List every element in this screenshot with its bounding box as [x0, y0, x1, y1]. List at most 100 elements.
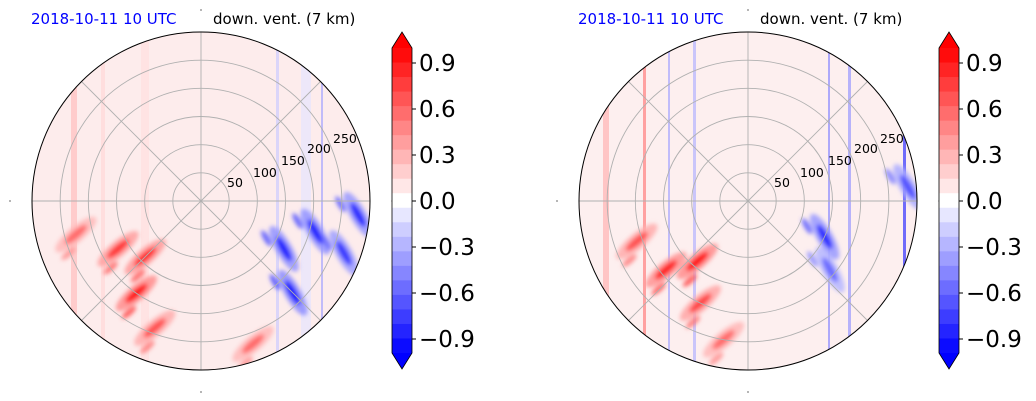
colorbar-extend-top	[392, 32, 412, 48]
colorbar-band	[939, 294, 959, 310]
panel-2: 2018-10-11 10 UTC down. vent. (7 km) 50 …	[556, 9, 1022, 393]
colorbar-band	[939, 91, 959, 107]
radial-label-250: 250	[880, 131, 904, 146]
colorbar-band	[939, 323, 959, 339]
polar-grid	[556, 9, 940, 393]
negative-feature	[321, 230, 359, 276]
axis-tick-dot	[747, 9, 749, 11]
grid-spoke	[200, 81, 321, 202]
colorbar-band	[392, 164, 412, 180]
grid-spoke	[81, 81, 202, 202]
axis-tick-dot	[9, 200, 11, 202]
title-variable: down. vent. (7 km)	[213, 10, 355, 28]
colorbar-band	[939, 164, 959, 180]
colorbar-label-0.0: 0.0	[419, 189, 456, 215]
colorbar-band	[939, 135, 959, 151]
colorbar-band	[392, 294, 412, 310]
colorbar-band	[939, 149, 959, 165]
colorbar-band	[939, 193, 959, 209]
colorbar-band	[939, 280, 959, 296]
colorbar-band	[939, 106, 959, 122]
colorbar-label-0.6: 0.6	[966, 97, 1003, 123]
colorbar-bands	[939, 48, 959, 354]
radial-label-100: 100	[800, 165, 824, 180]
colorbar-band	[939, 120, 959, 136]
positive-feature	[134, 310, 176, 354]
colorbar-band	[392, 106, 412, 122]
colorbar-tick-labels: 0.9 0.6 0.3 0.0 −0.3 −0.6 −0.9	[966, 51, 1022, 353]
colorbar-ticks	[412, 62, 416, 340]
colorbar-band	[939, 265, 959, 281]
colorbar-band	[392, 120, 412, 136]
radial-label-200: 200	[854, 141, 878, 156]
axis-tick-dot	[200, 391, 202, 393]
colorbar-extend-bottom	[939, 353, 959, 369]
colorbar-band	[392, 135, 412, 151]
colorbar-label-neg0.9: −0.9	[966, 327, 1022, 353]
grid-spoke	[747, 81, 868, 202]
colorbar-band	[392, 251, 412, 267]
colorbar-label-0.3: 0.3	[966, 143, 1003, 169]
colorbar-label-neg0.3: −0.3	[966, 235, 1022, 261]
colorbar-band	[939, 338, 959, 354]
title-variable: down. vent. (7 km)	[760, 10, 902, 28]
radial-label-100: 100	[253, 165, 277, 180]
positive-feature	[676, 243, 718, 287]
colorbar-band	[939, 251, 959, 267]
grid-spoke	[628, 200, 749, 321]
colorbar-band	[392, 178, 412, 194]
colorbar-band	[939, 62, 959, 78]
colorbar-band	[939, 309, 959, 325]
colorbar-extend-bottom	[392, 353, 412, 369]
colorbar-bands	[392, 48, 412, 354]
colorbar-band	[939, 207, 959, 223]
colorbar-band	[392, 207, 412, 223]
negative-feature	[261, 226, 299, 272]
colorbar-band	[392, 338, 412, 354]
colorbar-band	[392, 48, 412, 64]
radial-label-250: 250	[333, 131, 357, 146]
colorbar-label-0.3: 0.3	[419, 143, 456, 169]
colorbar-band	[939, 222, 959, 238]
radial-tick-labels: 50 100 150 200 250	[227, 131, 357, 190]
colorbar-label-0.9: 0.9	[419, 51, 456, 77]
grid-spoke	[747, 200, 868, 321]
colorbar-band	[392, 149, 412, 165]
positive-feature	[645, 251, 687, 296]
colorbar-outline	[938, 31, 960, 370]
radial-tick-labels: 50 100 150 200 250	[774, 131, 904, 190]
colorbar-band	[939, 48, 959, 64]
axis-tick-dot	[200, 9, 202, 11]
colorbar-label-neg0.9: −0.9	[419, 327, 475, 353]
polar-frame	[578, 31, 918, 371]
positive-feature	[616, 223, 658, 267]
polar-plot-area	[32, 32, 370, 370]
negative-feature	[335, 191, 370, 238]
colorbar-label-0.6: 0.6	[419, 97, 456, 123]
colorbar-band	[392, 91, 412, 107]
radial-label-50: 50	[227, 175, 243, 190]
polar-frame	[31, 31, 371, 371]
colorbar-band	[392, 309, 412, 325]
negative-feature	[885, 164, 917, 210]
radial-label-150: 150	[281, 153, 305, 168]
colorbar-outline	[391, 31, 413, 370]
grid-spoke	[81, 200, 202, 321]
polar-grid	[9, 9, 393, 393]
colorbar-band	[939, 236, 959, 252]
colorbar-band	[392, 323, 412, 339]
axis-tick-dot	[747, 391, 749, 393]
title-date: 2018-10-11 10 UTC	[31, 10, 177, 28]
radial-label-200: 200	[307, 141, 331, 156]
colorbar-band	[939, 77, 959, 93]
colorbar-label-neg0.3: −0.3	[419, 235, 475, 261]
colorbar-label-neg0.6: −0.6	[419, 281, 475, 307]
radial-label-50: 50	[774, 175, 790, 190]
colorbar-label-neg0.6: −0.6	[966, 281, 1022, 307]
colorbar-ticks	[959, 62, 963, 340]
colorbar-band	[939, 178, 959, 194]
colorbar-band	[392, 193, 412, 209]
colorbar-band	[392, 222, 412, 238]
grid-spoke	[200, 200, 321, 321]
